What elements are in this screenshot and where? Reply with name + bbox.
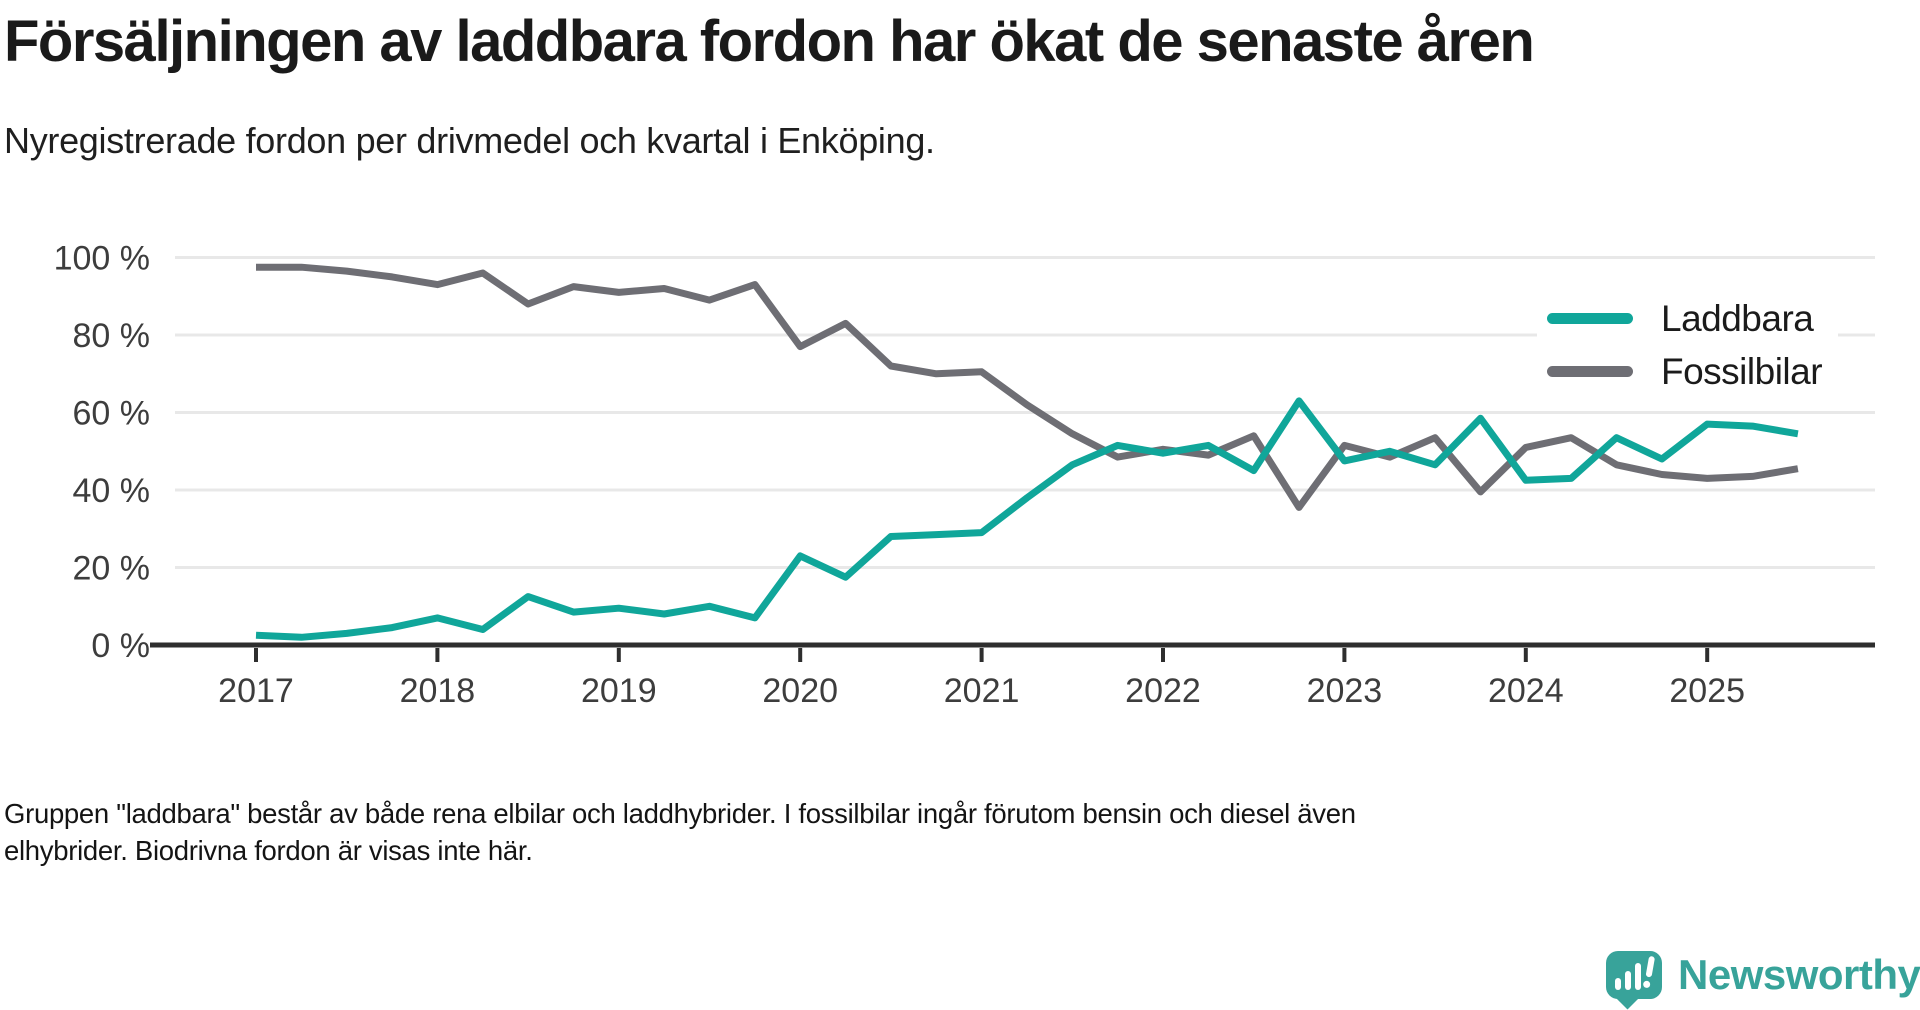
x-axis-tick-label: 2017 xyxy=(218,672,294,710)
laddbara-line-swatch-icon xyxy=(1547,313,1633,324)
x-axis-tick-label: 2020 xyxy=(762,672,838,710)
newsworthy-logo: Newsworthy xyxy=(1606,951,1920,1010)
legend-item-laddbara: Laddbara xyxy=(1547,292,1822,345)
legend-label: Fossilbilar xyxy=(1661,350,1823,392)
chart-title: Försäljningen av laddbara fordon har öka… xyxy=(4,9,1535,74)
x-axis-tick-label: 2025 xyxy=(1669,672,1745,710)
logo-exclamation-icon xyxy=(1642,955,1655,989)
x-axis-tick-label: 2018 xyxy=(400,672,476,710)
logo-wordmark: Newsworthy xyxy=(1678,951,1920,998)
footnote: Gruppen "laddbara" består av både rena e… xyxy=(4,795,1804,869)
x-axis-tick-label: 2021 xyxy=(944,672,1020,710)
y-axis-tick-label: 40 % xyxy=(73,472,151,510)
laddbara-line xyxy=(255,397,1799,641)
fossilbilar-line xyxy=(256,263,1799,511)
newsworthy-logo-icon xyxy=(1606,951,1662,1010)
y-axis-tick-label: 100 % xyxy=(54,240,150,278)
y-axis-tick-label: 80 % xyxy=(73,317,151,355)
x-axis-tick-label: 2022 xyxy=(1125,672,1201,710)
legend: Laddbara Fossilbilar xyxy=(1537,286,1839,404)
x-axis-tick-label: 2024 xyxy=(1488,672,1564,710)
y-axis-tick-label: 20 % xyxy=(73,550,151,588)
legend-item-fossilbilar: Fossilbilar xyxy=(1547,345,1823,398)
fossilbilar-line-swatch-icon xyxy=(1547,366,1633,377)
y-axis-tick-label: 60 % xyxy=(73,395,151,433)
x-axis-tick-label: 2023 xyxy=(1307,672,1383,710)
chart-subtitle: Nyregistrerade fordon per drivmedel och … xyxy=(4,120,935,161)
footnote-line-2: elhybrider. Biodrivna fordon är visas in… xyxy=(4,835,533,866)
x-axis-tick-label: 2019 xyxy=(581,672,657,710)
footnote-line-1: Gruppen "laddbara" består av både rena e… xyxy=(4,798,1356,829)
legend-label: Laddbara xyxy=(1661,297,1814,339)
logo-barchart-icon xyxy=(1615,955,1655,990)
y-axis-tick-label: 0 % xyxy=(91,627,150,665)
